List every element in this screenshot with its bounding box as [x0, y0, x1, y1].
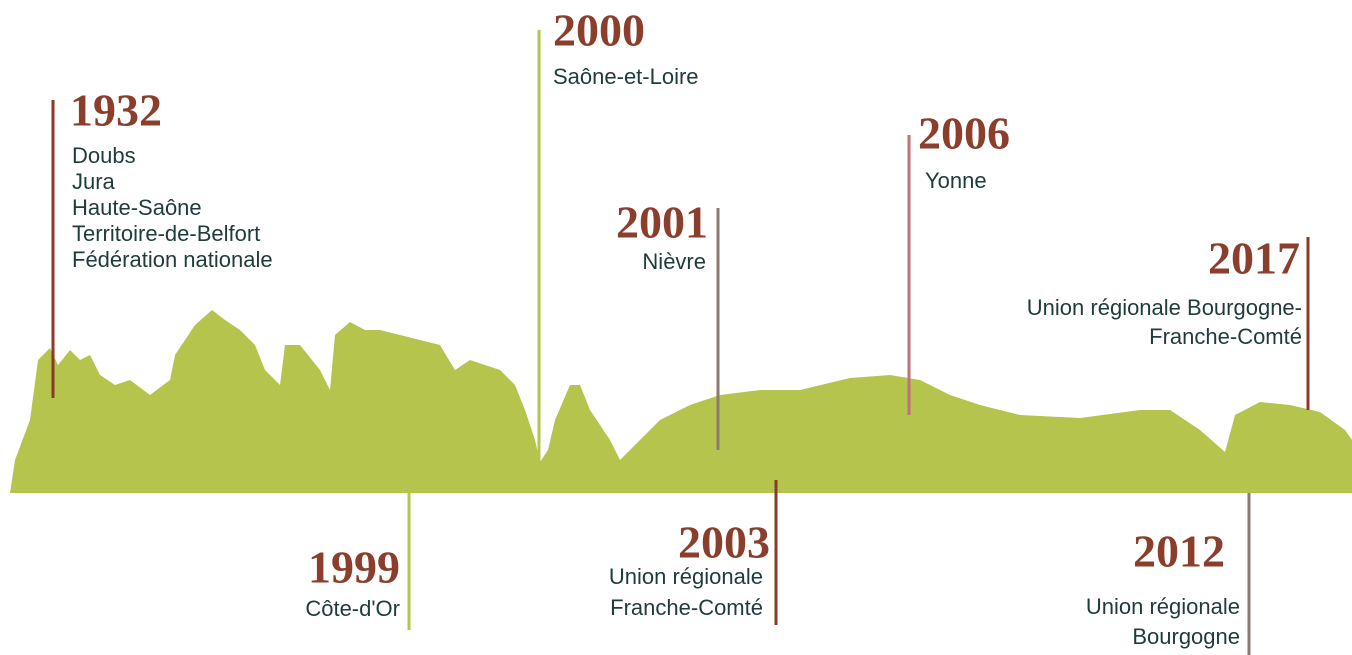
event-text: Territoire-de-Belfort	[72, 221, 260, 246]
event-text: Nièvre	[642, 249, 706, 274]
event-year: 1999	[308, 542, 400, 593]
event-year: 2000	[553, 5, 645, 56]
event-text: Union régionale	[1086, 594, 1240, 619]
event-text: Union régionale Bourgogne-	[1027, 295, 1302, 320]
event-text: Franche-Comté	[610, 595, 763, 620]
event-text: Union régionale	[609, 564, 763, 589]
event-year: 2012	[1133, 526, 1225, 577]
event-text: Côte-d'Or	[305, 596, 400, 621]
event-year: 1932	[70, 85, 162, 136]
event-text: Yonne	[925, 168, 987, 193]
event-year: 2017	[1208, 233, 1300, 284]
event-text: Jura	[72, 169, 116, 194]
event-text: Saône-et-Loire	[553, 64, 699, 89]
event-text: Doubs	[72, 143, 136, 168]
event-text: Franche-Comté	[1149, 324, 1302, 349]
event-year: 2001	[616, 197, 708, 248]
timeline: 1932 DoubsJuraHaute-SaôneTerritoire-de-Be…	[0, 0, 1352, 655]
event-text: Haute-Saône	[72, 195, 202, 220]
event-text: Fédération nationale	[72, 247, 273, 272]
event-year: 2006	[918, 108, 1010, 159]
event-year: 2003	[678, 517, 770, 568]
event-text: Bourgogne	[1132, 624, 1240, 649]
